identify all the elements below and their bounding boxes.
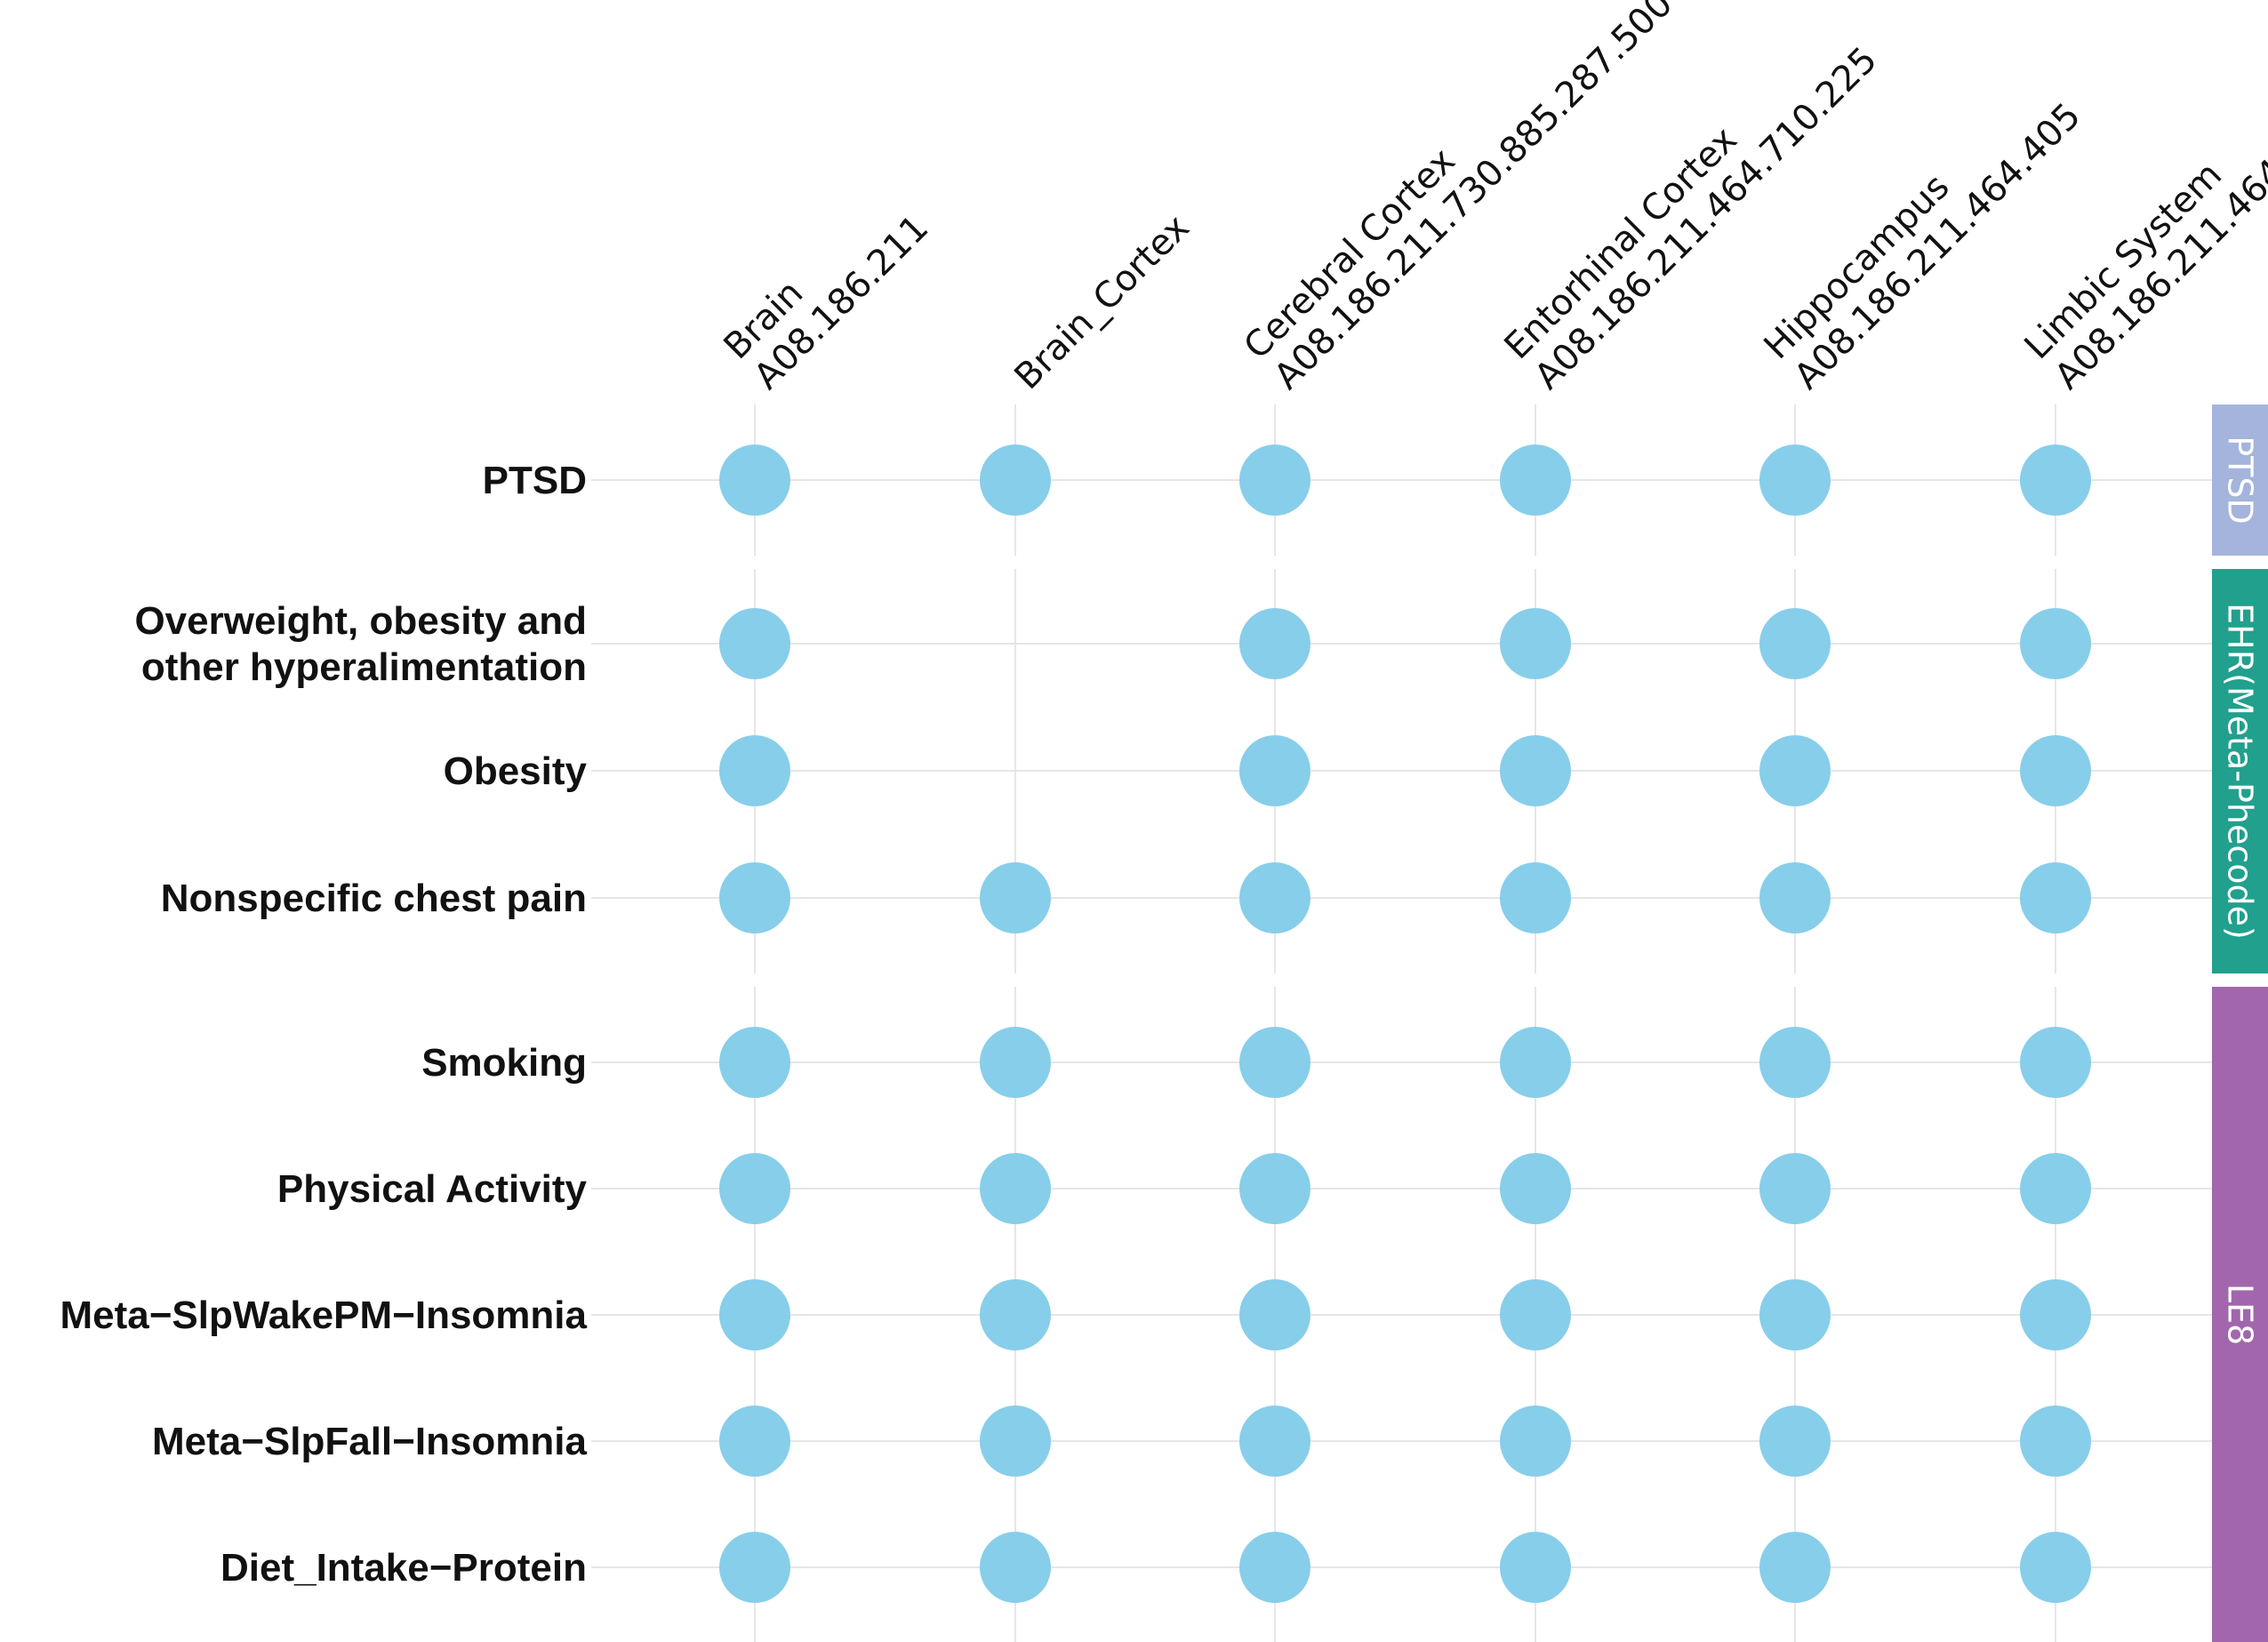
- data-point: [1759, 608, 1831, 679]
- data-point: [1759, 862, 1831, 933]
- points: [719, 445, 2091, 1603]
- data-point: [980, 1406, 1051, 1477]
- column-label-name: Brain_Cortex: [1007, 207, 1198, 397]
- row-label: PTSD: [483, 459, 587, 502]
- data-point: [1500, 1532, 1571, 1603]
- data-point: [1759, 1153, 1831, 1224]
- data-point: [1239, 1406, 1310, 1477]
- row-label: Nonspecific chest pain: [161, 877, 587, 920]
- data-point: [980, 1153, 1051, 1224]
- data-point: [1759, 445, 1831, 516]
- data-point: [1239, 1153, 1310, 1224]
- data-point: [2020, 1279, 2091, 1350]
- column-label: Brain_Cortex: [1007, 207, 1198, 397]
- data-point: [1759, 1532, 1831, 1603]
- facet-strip-label: PTSD: [2221, 436, 2260, 525]
- data-point: [1239, 608, 1310, 679]
- data-point: [980, 1532, 1051, 1603]
- row-labels: PTSD Overweight, obesity and other hyperal…: [60, 459, 587, 1590]
- data-point: [1500, 862, 1571, 933]
- data-point: [719, 735, 790, 806]
- data-point: [1500, 1279, 1571, 1350]
- data-point: [719, 608, 790, 679]
- data-point: [980, 1279, 1051, 1350]
- data-point: [2020, 862, 2091, 933]
- facet-strips: PTSD EHR(Meta-Phecode) LE8: [2212, 404, 2268, 1642]
- facet-strip: [2212, 569, 2268, 973]
- data-point: [1759, 1027, 1831, 1098]
- data-point: [2020, 1532, 2091, 1603]
- data-point: [719, 1153, 790, 1224]
- facet-strip: [2212, 404, 2268, 556]
- data-point: [2020, 445, 2091, 516]
- facet-strip-label: EHR(Meta-Phecode): [2221, 603, 2260, 940]
- row-label-line: Diet_Intake−Protein: [220, 1546, 587, 1590]
- row-label: Meta−SlpFall−Insomnia: [152, 1420, 588, 1463]
- data-point: [1239, 735, 1310, 806]
- row-label-line: Obesity: [444, 749, 588, 793]
- data-point: [2020, 608, 2091, 679]
- data-point: [1239, 1027, 1310, 1098]
- data-point: [2020, 735, 2091, 806]
- data-point: [719, 1406, 790, 1477]
- data-point: [719, 1279, 790, 1350]
- data-point: [1759, 735, 1831, 806]
- data-point: [1759, 1406, 1831, 1477]
- data-point: [719, 1027, 790, 1098]
- data-point: [719, 445, 790, 516]
- data-point: [2020, 1027, 2091, 1098]
- data-point: [2020, 1406, 2091, 1477]
- row-label: Smoking: [421, 1041, 587, 1085]
- row-label: Diet_Intake−Protein: [220, 1546, 587, 1590]
- data-point: [980, 1027, 1051, 1098]
- row-label: Obesity: [444, 749, 588, 793]
- data-point: [1759, 1279, 1831, 1350]
- data-point: [1500, 608, 1571, 679]
- row-label-line: Overweight, obesity and: [134, 599, 587, 643]
- facet-strip: [2212, 987, 2268, 1642]
- data-point: [1500, 445, 1571, 516]
- row-label: Physical Activity: [277, 1167, 588, 1211]
- grid-lines: [591, 404, 2212, 1642]
- row-label: Meta−SlpWakePM−Insomnia: [60, 1294, 587, 1337]
- data-point: [1239, 1279, 1310, 1350]
- facet-strip-label: LE8: [2221, 1284, 2260, 1345]
- row-label-line: Nonspecific chest pain: [161, 877, 587, 920]
- row-label-line: PTSD: [483, 459, 587, 502]
- data-point: [719, 1532, 790, 1603]
- row-label: Overweight, obesity and other hyperalimen…: [134, 599, 587, 689]
- data-point: [1239, 1532, 1310, 1603]
- row-label-line: Meta−SlpFall−Insomnia: [152, 1420, 588, 1463]
- data-point: [1500, 1027, 1571, 1098]
- data-point: [980, 862, 1051, 933]
- data-point: [980, 445, 1051, 516]
- data-point: [2020, 1153, 2091, 1224]
- row-label-line: other hyperalimentation: [141, 645, 587, 689]
- row-label-line: Smoking: [421, 1041, 587, 1085]
- data-point: [1500, 1153, 1571, 1224]
- data-point: [719, 862, 790, 933]
- column-label-code: A08.186.211.730.885.287.500: [1267, 0, 1681, 397]
- data-point: [1239, 445, 1310, 516]
- row-label-line: Physical Activity: [277, 1167, 588, 1211]
- data-point: [1500, 1406, 1571, 1477]
- row-label-line: Meta−SlpWakePM−Insomnia: [60, 1294, 587, 1337]
- data-point: [1500, 735, 1571, 806]
- data-point: [1239, 862, 1310, 933]
